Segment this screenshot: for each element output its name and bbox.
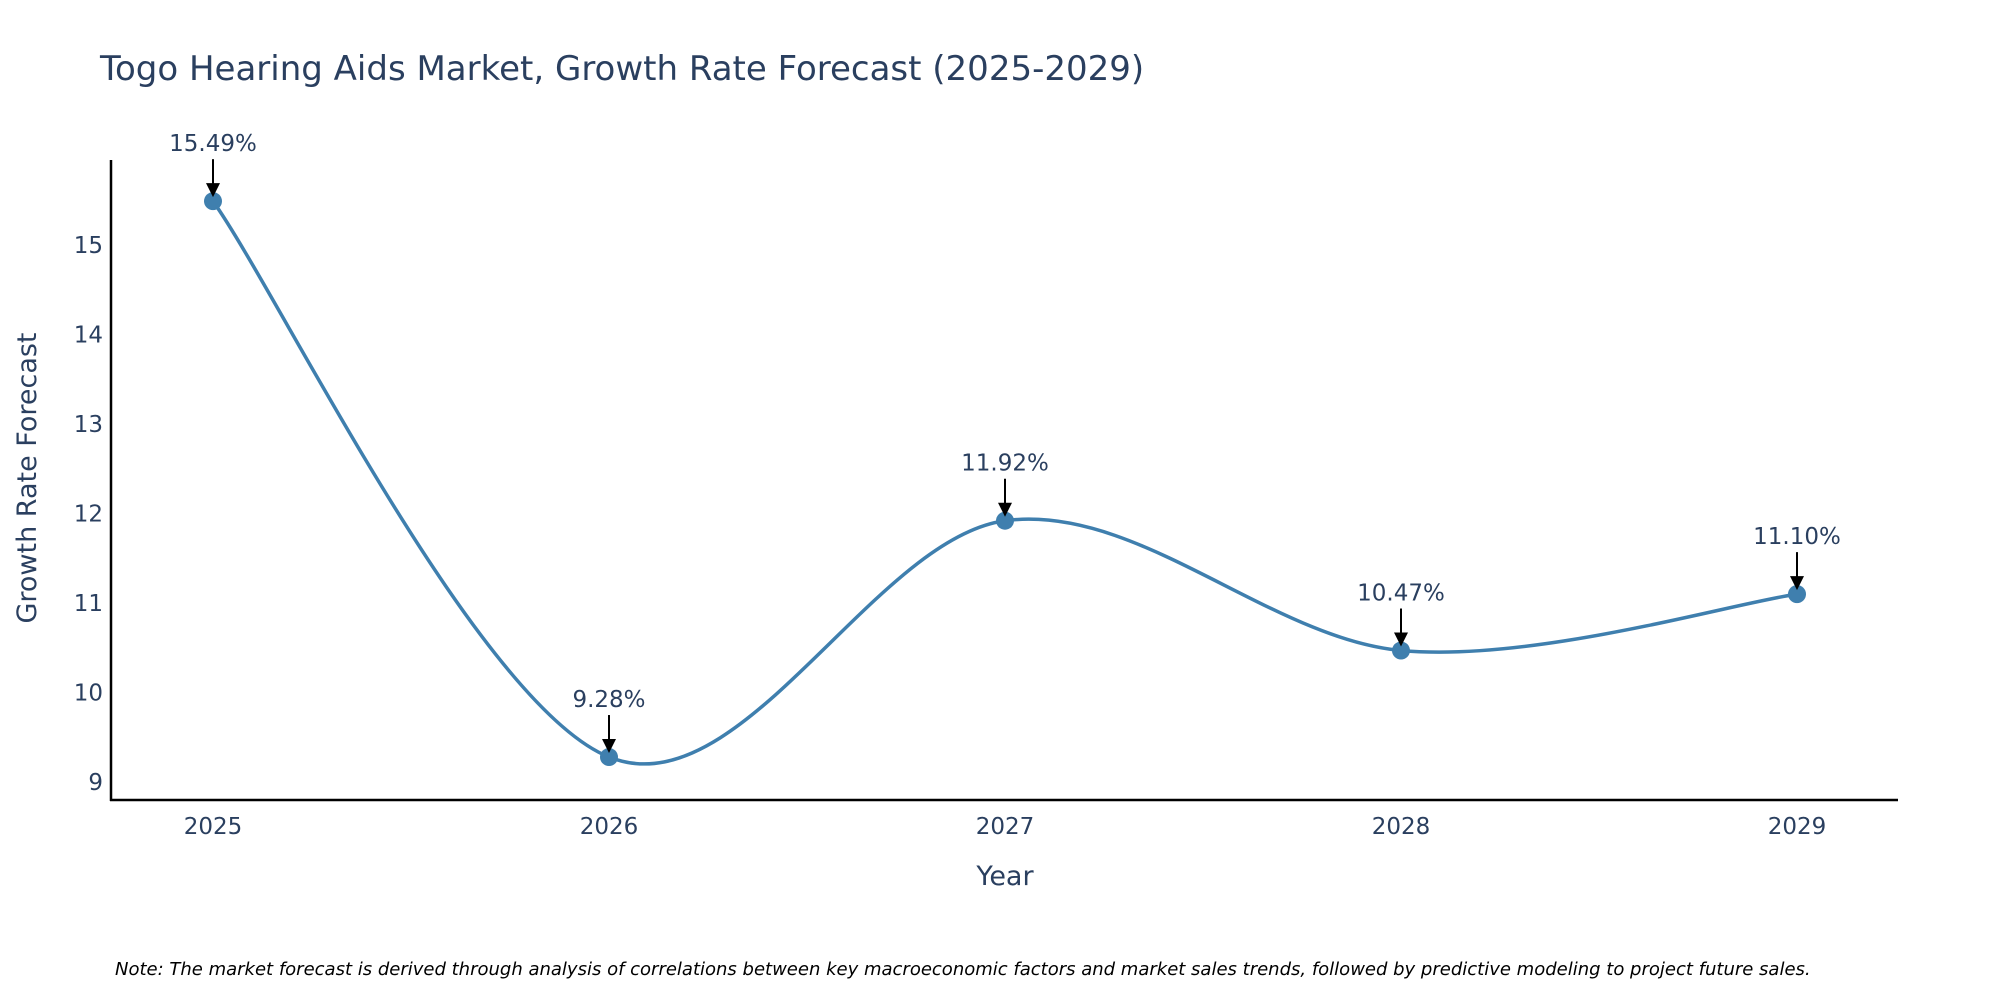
x-tick-label: 2027 (976, 814, 1035, 840)
footnote: Note: The market forecast is derived thr… (115, 959, 1811, 980)
series-line (211, 200, 1798, 766)
x-tick-label: 2025 (184, 814, 243, 840)
annotation-arrow-head (998, 502, 1012, 517)
x-axis-ticks: 2025 2026 2027 2028 2029 (184, 814, 1827, 840)
y-tick-label: 9 (88, 770, 103, 796)
y-tick-label: 12 (74, 502, 103, 528)
x-axis-title: Year (975, 861, 1034, 892)
y-tick-label: 14 (74, 323, 103, 349)
annotation-arrow-head (206, 183, 220, 198)
x-tick-label: 2028 (1372, 814, 1431, 840)
x-tick-label: 2026 (580, 814, 639, 840)
data-label: 11.10% (1753, 524, 1841, 550)
chart-title: Togo Hearing Aids Market, Growth Rate Fo… (99, 49, 1144, 89)
annotation-arrow-head (1394, 632, 1408, 647)
y-tick-label: 15 (74, 233, 103, 259)
data-label: 10.47% (1357, 581, 1445, 607)
data-point-marker (600, 748, 618, 767)
annotation-arrow-head (1790, 576, 1804, 591)
data-markers (204, 192, 1806, 767)
data-label: 15.49% (169, 131, 257, 157)
y-tick-label: 11 (74, 591, 103, 617)
data-label: 11.92% (961, 451, 1049, 477)
x-tick-label: 2029 (1768, 814, 1827, 840)
data-point-marker (204, 192, 222, 211)
data-point-marker (1788, 585, 1806, 604)
data-label: 9.28% (572, 687, 645, 713)
data-annotations: 15.49% 9.28% 11.92% 10.47% 11.10% (169, 131, 1841, 754)
y-axis-title: Growth Rate Forecast (12, 332, 43, 623)
data-point-marker (1392, 641, 1410, 660)
y-tick-label: 10 (74, 681, 103, 707)
y-axis-ticks: 9 10 11 12 13 14 15 (74, 233, 103, 796)
y-tick-label: 13 (74, 412, 103, 438)
annotation-arrow-head (602, 739, 616, 754)
data-point-marker (996, 511, 1014, 530)
